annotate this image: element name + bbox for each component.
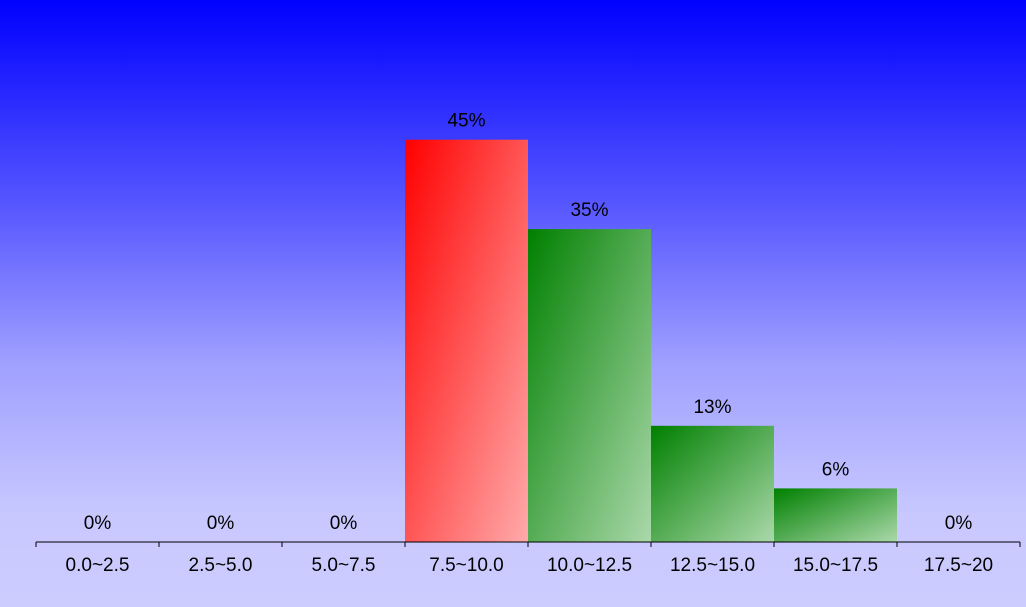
x-tick-label: 7.5~10.0 [429,555,504,576]
value-label: 0% [84,513,112,534]
x-tick-label: 12.5~15.0 [670,555,755,576]
value-label: 0% [945,513,973,534]
x-tick-label: 0.0~2.5 [66,555,130,576]
value-label: 0% [330,513,358,534]
x-tick-label: 5.0~7.5 [312,555,376,576]
value-label: 35% [570,200,608,221]
bars-group [405,139,897,542]
x-tick-label: 2.5~5.0 [189,555,253,576]
x-tick-label: 10.0~12.5 [547,555,632,576]
x-tick-labels-group: 0.0~2.5 2.5~5.0 5.0~7.5 7.5~10.0 10.0~12.5 12… [66,555,994,576]
bar-10.0~12.5 [528,229,651,542]
bar-7.5~10.0 [405,139,528,542]
value-label: 6% [822,459,850,480]
value-label: 45% [447,111,485,132]
value-label: 0% [207,513,235,534]
x-axis [35,541,1021,547]
x-tick-label: 17.5~20 [924,555,993,576]
value-label: 13% [693,397,731,418]
bar-15.0~17.5 [774,488,897,542]
value-labels-group: 0% 0% 0% 45% 35% 13% 6% 0% [84,111,973,534]
x-tick-label: 15.0~17.5 [793,555,878,576]
bar-12.5~15.0 [651,425,774,542]
